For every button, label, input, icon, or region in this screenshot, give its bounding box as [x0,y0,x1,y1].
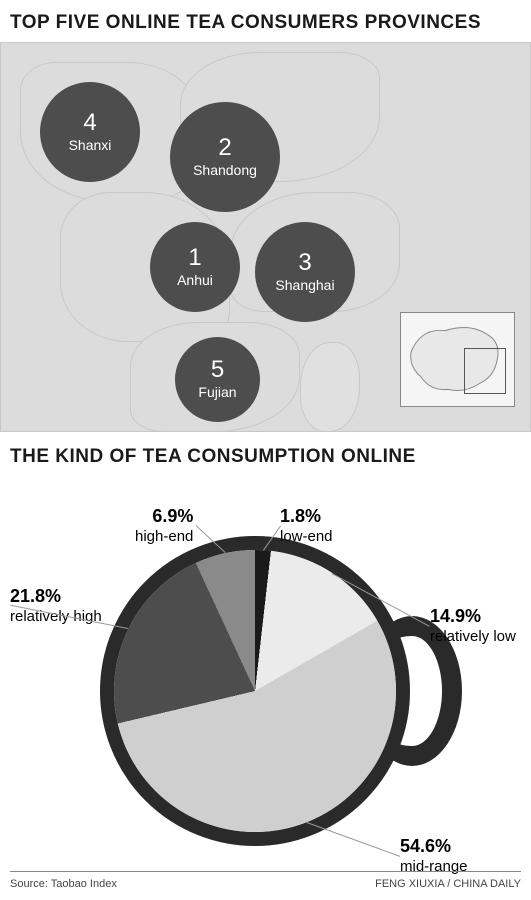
source-text: Source: Taobao Index [10,878,117,890]
title-top: TOP FIVE ONLINE TEA CONSUMERS PROVINCES [0,0,531,42]
bubble-name: Shandong [193,162,257,179]
teacup [100,536,410,846]
pie-chart [114,550,396,832]
bubble-name: Anhui [177,272,213,289]
province-bubble-anhui: 1 Anhui [150,222,240,312]
bubble-name: Fujian [198,384,236,401]
inset-map [400,312,515,407]
bubble-name: Shanghai [275,277,334,294]
pie-label-high-end: 6.9%high-end [135,506,193,546]
province-bubble-shanxi: 4 Shanxi [40,82,140,182]
map-section: 4 Shanxi 2 Shandong 1 Anhui 3 Shanghai 5 Fujian [0,42,531,432]
bubble-rank: 2 [218,136,231,160]
pie-pct: 6.9% [135,506,193,528]
province-bubble-fujian: 5 Fujian [175,337,260,422]
pie-category: low-end [280,528,333,546]
bubble-rank: 5 [211,358,224,382]
pie-label-relatively-low: 14.9%relatively low [430,606,516,646]
province-bubble-shanghai: 3 Shanghai [255,222,355,322]
pie-pct: 54.6% [400,836,468,858]
pie-section: 1.8%low-end 14.9%relatively low 54.6%mid-r… [0,476,531,886]
bubble-rank: 4 [83,111,96,135]
pie-label-mid-range: 54.6%mid-range [400,836,468,876]
pie-pct: 14.9% [430,606,516,628]
pie-label-low-end: 1.8%low-end [280,506,333,546]
pie-category: high-end [135,528,193,546]
map-background: 4 Shanxi 2 Shandong 1 Anhui 3 Shanghai 5 Fujian [0,42,531,432]
pie-pct: 21.8% [10,586,102,608]
title-mid: THE KIND OF TEA CONSUMPTION ONLINE [0,432,531,476]
pie-category: relatively low [430,628,516,646]
inset-highlight-box [464,348,506,394]
bubble-name: Shanxi [69,137,112,154]
province-bubble-shandong: 2 Shandong [170,102,280,212]
bubble-rank: 3 [298,251,311,275]
footer: Source: Taobao Index FENG XIUXIA / CHINA… [10,871,521,890]
credit-text: FENG XIUXIA / CHINA DAILY [375,878,521,890]
pie-category: relatively high [10,608,102,626]
bubble-rank: 1 [188,246,201,270]
pie-pct: 1.8% [280,506,333,528]
